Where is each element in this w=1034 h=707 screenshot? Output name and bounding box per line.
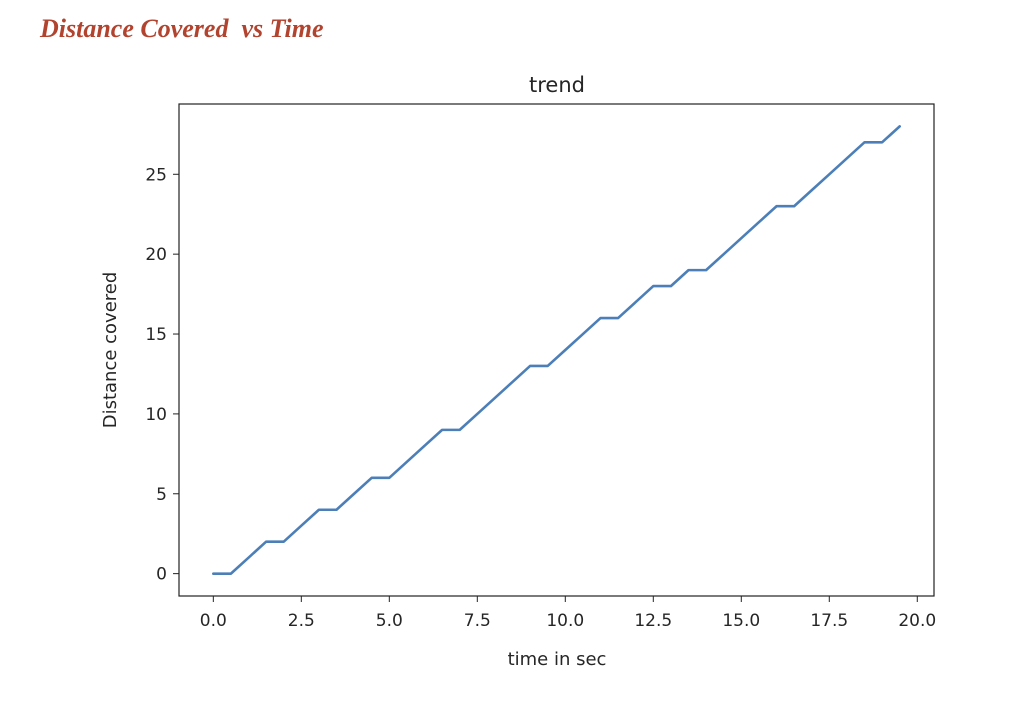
document-heading: Distance Covered vs Time: [40, 14, 324, 43]
y-tick-label: 0: [156, 565, 167, 585]
plot-frame: [178, 103, 935, 597]
x-tick-label: 7.5: [464, 611, 491, 631]
x-tick-label: 5.0: [376, 611, 403, 631]
x-tick-label: 10.0: [546, 611, 584, 631]
x-tick-label: 17.5: [810, 611, 848, 631]
y-tick-label: 10: [145, 405, 167, 425]
x-axis-label: time in sec: [508, 649, 607, 670]
y-axis-label: Distance covered: [100, 272, 121, 429]
y-tick-label: 15: [145, 325, 167, 345]
x-axis: 0.0 2.5 5.0 7.5 10.0 12.5 15.0 17.5 20.0: [200, 596, 936, 631]
series-line: [212, 125, 901, 575]
y-tick-label: 20: [145, 245, 167, 265]
series-group: [212, 125, 901, 575]
y-tick-label: 25: [145, 165, 167, 185]
y-tick-label: 5: [156, 485, 167, 505]
x-tick-label: 2.5: [288, 611, 315, 631]
y-axis: 0 5 10 15 20 25: [145, 165, 179, 585]
x-tick-label: 20.0: [898, 611, 936, 631]
x-tick-label: 12.5: [634, 611, 672, 631]
x-tick-label: 15.0: [722, 611, 760, 631]
chart-title: trend: [529, 73, 585, 97]
x-tick-label: 0.0: [200, 611, 227, 631]
